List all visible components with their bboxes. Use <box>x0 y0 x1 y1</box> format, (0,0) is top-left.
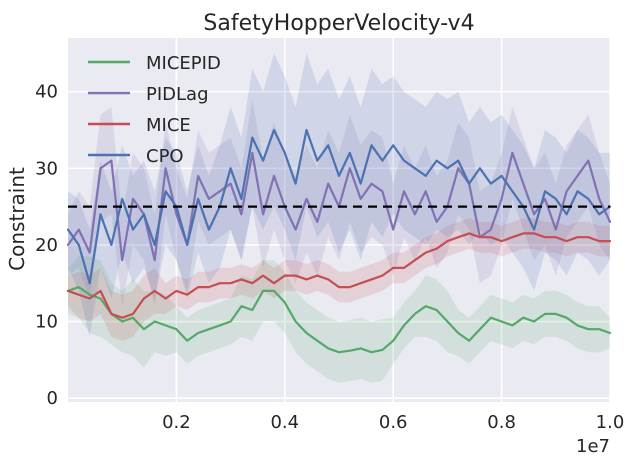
x-tick-label: 1.0 <box>596 412 625 433</box>
x-tick-label: 0.6 <box>379 412 408 433</box>
y-tick-label: 40 <box>35 82 58 103</box>
y-tick-label: 10 <box>35 312 58 333</box>
x-tick-label: 0.2 <box>162 412 191 433</box>
series-line-micepid <box>66 286 612 354</box>
x-axis-offset-label: 1e7 <box>576 436 610 457</box>
legend: MICEPID PIDLag MICE CPO <box>88 53 221 167</box>
band-mice <box>68 218 610 341</box>
legend-label-cpo: CPO <box>146 146 184 167</box>
y-tick-label: 30 <box>35 158 58 179</box>
y-tick-label: 20 <box>35 235 58 256</box>
legend-label-mice: MICE <box>146 115 191 136</box>
x-tick-label: 0.8 <box>487 412 516 433</box>
legend-label-micepid: MICEPID <box>146 53 221 74</box>
y-axis-label: Constraint <box>5 167 29 271</box>
series-line-mice <box>66 232 612 319</box>
band-micepid <box>68 256 610 383</box>
legend-label-pidlag: PIDLag <box>146 84 209 105</box>
chart-title: SafetyHopperVelocity-v4 <box>203 11 474 36</box>
axis-ticks: 0.2 0.4 0.6 0.8 1.0 0 10 20 30 40 <box>35 82 624 433</box>
x-tick-label: 0.4 <box>270 412 299 433</box>
band-cpo <box>68 53 610 337</box>
plot-area <box>68 38 610 402</box>
y-tick-label: 0 <box>47 388 58 409</box>
series-line-cpo <box>66 128 612 285</box>
